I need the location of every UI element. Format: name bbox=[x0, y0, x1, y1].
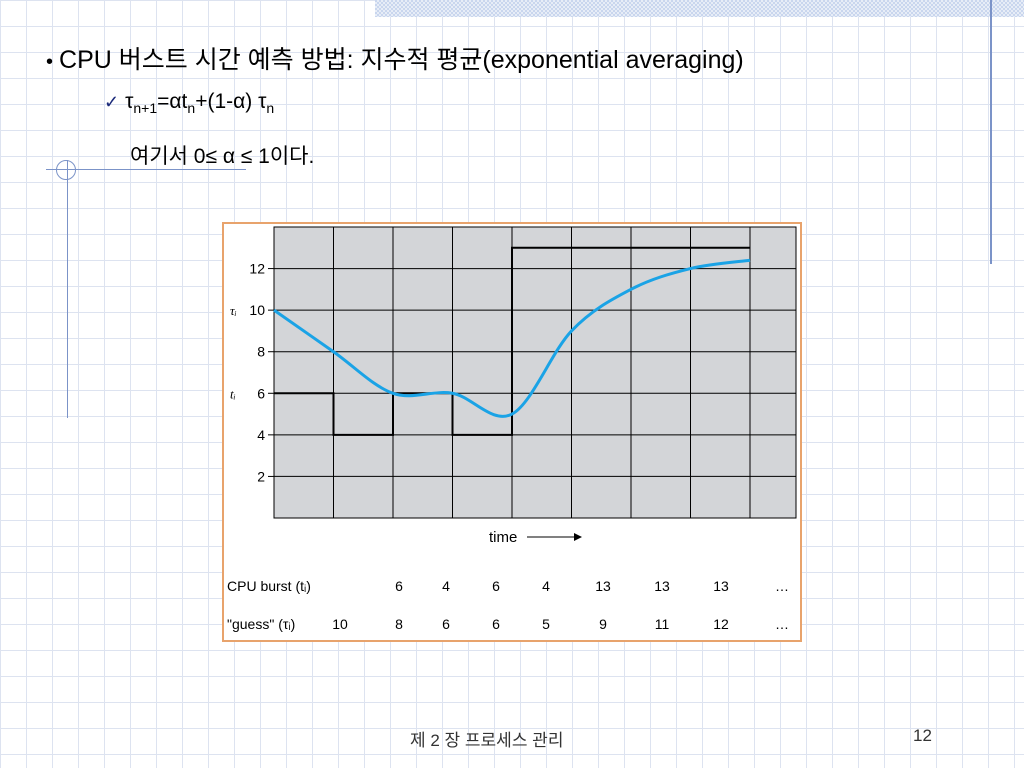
table-cell: 4 bbox=[542, 578, 550, 594]
footer-chapter: 제 2 장 프로세스 관리 bbox=[410, 731, 564, 750]
table-cell: 6 bbox=[442, 616, 450, 632]
table-cell: 13 bbox=[713, 578, 729, 594]
table-cell: 13 bbox=[654, 578, 670, 594]
table-cell: … bbox=[775, 578, 789, 594]
left-horizontal-rule bbox=[46, 169, 246, 170]
x-axis-label: time bbox=[489, 529, 517, 546]
decorative-circle bbox=[56, 160, 76, 180]
formula-eq: =αt bbox=[157, 90, 188, 113]
top-decoration-bar bbox=[375, 0, 1024, 17]
bullet-heading: • CPU 버스트 시간 예측 방법: 지수적 평균(exponential av… bbox=[46, 40, 744, 76]
y-axis-marker: tᵢ bbox=[230, 386, 236, 401]
alpha-condition: 여기서 0≤ α ≤ 1이다. bbox=[130, 145, 315, 168]
table-cell: 8 bbox=[395, 616, 403, 632]
formula-sub-n-plus-1: n+1 bbox=[133, 100, 158, 116]
table-cell: 5 bbox=[542, 616, 550, 632]
checkmark-icon: ✓ bbox=[104, 92, 120, 112]
table-cell: 6 bbox=[492, 578, 500, 594]
y-tick-label: 6 bbox=[257, 385, 265, 401]
bullet-text: CPU 버스트 시간 예측 방법: 지수적 평균(exponential ave… bbox=[59, 46, 744, 74]
table-cell: 10 bbox=[332, 616, 348, 632]
bullet-icon: • bbox=[46, 51, 54, 73]
series-guess-curve bbox=[273, 258, 751, 418]
table-cell: 13 bbox=[595, 578, 611, 594]
formula-sub-n: n bbox=[187, 100, 196, 116]
table-cell: 6 bbox=[492, 616, 500, 632]
chart-svg: 2 4 6 8 10 12 τᵢ tᵢ time CPU burst (tᵢ) 6 4 6 4 13 13 13… bbox=[227, 226, 797, 632]
table-row-label: CPU burst (tᵢ) bbox=[227, 578, 311, 594]
plot-area bbox=[273, 226, 797, 519]
table-cell: 11 bbox=[655, 616, 670, 632]
right-vertical-rule bbox=[990, 0, 992, 264]
table-cell: 6 bbox=[395, 578, 403, 594]
y-tick-label: 4 bbox=[257, 427, 265, 443]
formula: ✓ τn+1=αtn+(1-α) τn bbox=[104, 90, 274, 116]
y-tick-label: 8 bbox=[257, 344, 265, 360]
formula-sub-n-2: n bbox=[266, 100, 275, 116]
table-cell: 12 bbox=[713, 616, 729, 632]
left-vertical-rule bbox=[67, 160, 68, 418]
table-row-label: "guess" (τᵢ) bbox=[227, 616, 295, 632]
table-cell: 4 bbox=[442, 578, 450, 594]
table-cell: 9 bbox=[599, 616, 607, 632]
series-cpu-burst-step bbox=[274, 246, 750, 436]
x-axis-arrow-head bbox=[574, 533, 582, 541]
y-tick-label: 2 bbox=[257, 468, 265, 484]
y-tick-label: 12 bbox=[249, 261, 265, 277]
y-axis-marker: τᵢ bbox=[230, 303, 237, 318]
formula-rest: +(1-α) τ bbox=[195, 90, 267, 113]
chart-figure: 2 4 6 8 10 12 τᵢ tᵢ time CPU burst (tᵢ) 6 4 6 4 13 13 13… bbox=[222, 222, 802, 642]
footer-page-number: 12 bbox=[913, 726, 932, 745]
formula-tau: τ bbox=[125, 90, 134, 113]
y-tick-label: 10 bbox=[249, 302, 265, 318]
table-cell: … bbox=[775, 616, 789, 632]
